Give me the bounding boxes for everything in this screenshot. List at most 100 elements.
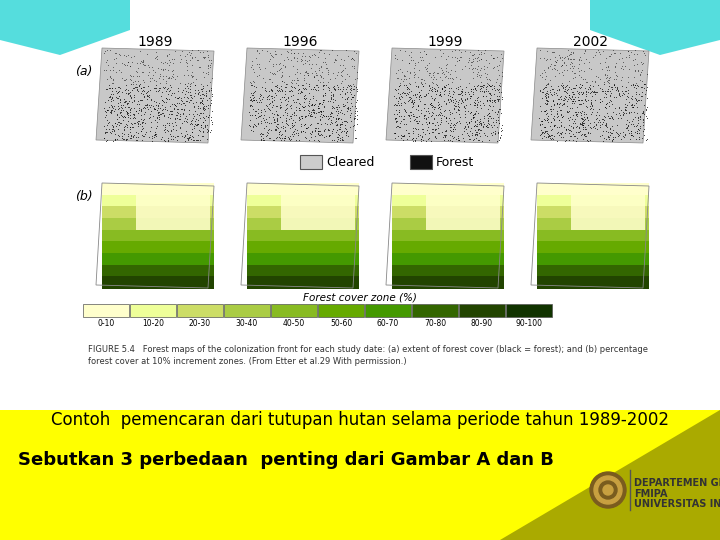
Point: [564, 93, 575, 102]
Point: [488, 82, 500, 91]
Point: [349, 133, 361, 142]
Point: [631, 80, 642, 89]
Point: [111, 134, 122, 143]
Point: [439, 131, 451, 139]
Point: [304, 110, 315, 119]
Point: [131, 118, 143, 127]
Point: [311, 80, 323, 89]
Point: [478, 113, 490, 122]
Point: [323, 131, 335, 139]
Point: [478, 100, 490, 109]
Point: [166, 55, 178, 63]
Point: [440, 64, 451, 72]
Point: [586, 108, 598, 117]
Point: [408, 72, 420, 81]
Point: [562, 46, 573, 55]
Point: [317, 96, 328, 105]
Point: [546, 90, 557, 99]
Point: [634, 134, 645, 143]
Point: [469, 82, 480, 91]
Point: [257, 134, 269, 143]
Point: [283, 72, 294, 80]
Point: [477, 80, 488, 89]
Point: [312, 82, 324, 91]
Point: [289, 84, 301, 92]
Point: [124, 123, 135, 132]
Point: [126, 123, 138, 131]
Point: [106, 102, 117, 111]
Point: [598, 111, 610, 120]
Point: [106, 103, 117, 111]
Point: [273, 83, 284, 92]
Point: [405, 111, 417, 119]
Point: [618, 62, 630, 71]
Point: [466, 130, 477, 139]
Point: [399, 120, 410, 129]
Point: [485, 76, 496, 84]
Point: [602, 77, 613, 86]
Point: [618, 106, 630, 114]
Point: [418, 92, 430, 100]
Point: [310, 69, 321, 77]
Point: [451, 56, 462, 65]
Point: [275, 64, 287, 72]
Point: [472, 115, 483, 124]
Point: [637, 121, 649, 130]
Point: [446, 97, 457, 105]
Point: [304, 121, 315, 130]
Point: [581, 78, 593, 87]
Point: [139, 78, 150, 86]
Point: [276, 123, 287, 131]
Point: [127, 98, 138, 106]
Point: [114, 113, 125, 122]
Point: [322, 78, 333, 86]
Point: [179, 90, 191, 98]
Point: [432, 83, 444, 91]
Point: [131, 83, 143, 91]
Point: [307, 59, 318, 68]
Point: [189, 106, 201, 115]
Point: [171, 71, 183, 80]
Point: [416, 75, 428, 84]
Point: [112, 83, 124, 92]
Point: [458, 102, 469, 110]
Point: [312, 52, 323, 61]
Point: [485, 121, 497, 130]
Point: [423, 133, 435, 142]
Point: [348, 113, 360, 122]
Point: [256, 117, 267, 126]
Point: [130, 136, 142, 144]
Point: [314, 98, 325, 107]
Point: [454, 90, 466, 98]
Point: [464, 90, 475, 98]
Point: [309, 72, 320, 81]
Point: [274, 104, 286, 112]
Point: [631, 120, 642, 129]
Point: [189, 119, 200, 128]
Point: [346, 90, 357, 98]
Point: [182, 78, 194, 87]
Point: [494, 81, 505, 90]
Point: [553, 131, 564, 140]
Point: [482, 123, 494, 131]
Point: [546, 131, 558, 139]
Point: [192, 102, 204, 111]
Text: 30-40: 30-40: [236, 319, 258, 328]
Point: [172, 109, 184, 117]
Point: [198, 103, 210, 111]
Point: [102, 105, 114, 114]
Point: [99, 133, 110, 142]
Point: [339, 89, 351, 97]
Point: [588, 82, 599, 90]
Point: [560, 87, 572, 96]
Point: [181, 97, 192, 106]
Point: [244, 93, 256, 102]
Point: [552, 112, 563, 121]
Point: [422, 67, 433, 76]
Point: [289, 69, 301, 78]
Bar: [247, 265, 359, 277]
Point: [574, 108, 585, 117]
Point: [600, 89, 611, 98]
Point: [261, 127, 273, 136]
Point: [414, 53, 426, 62]
